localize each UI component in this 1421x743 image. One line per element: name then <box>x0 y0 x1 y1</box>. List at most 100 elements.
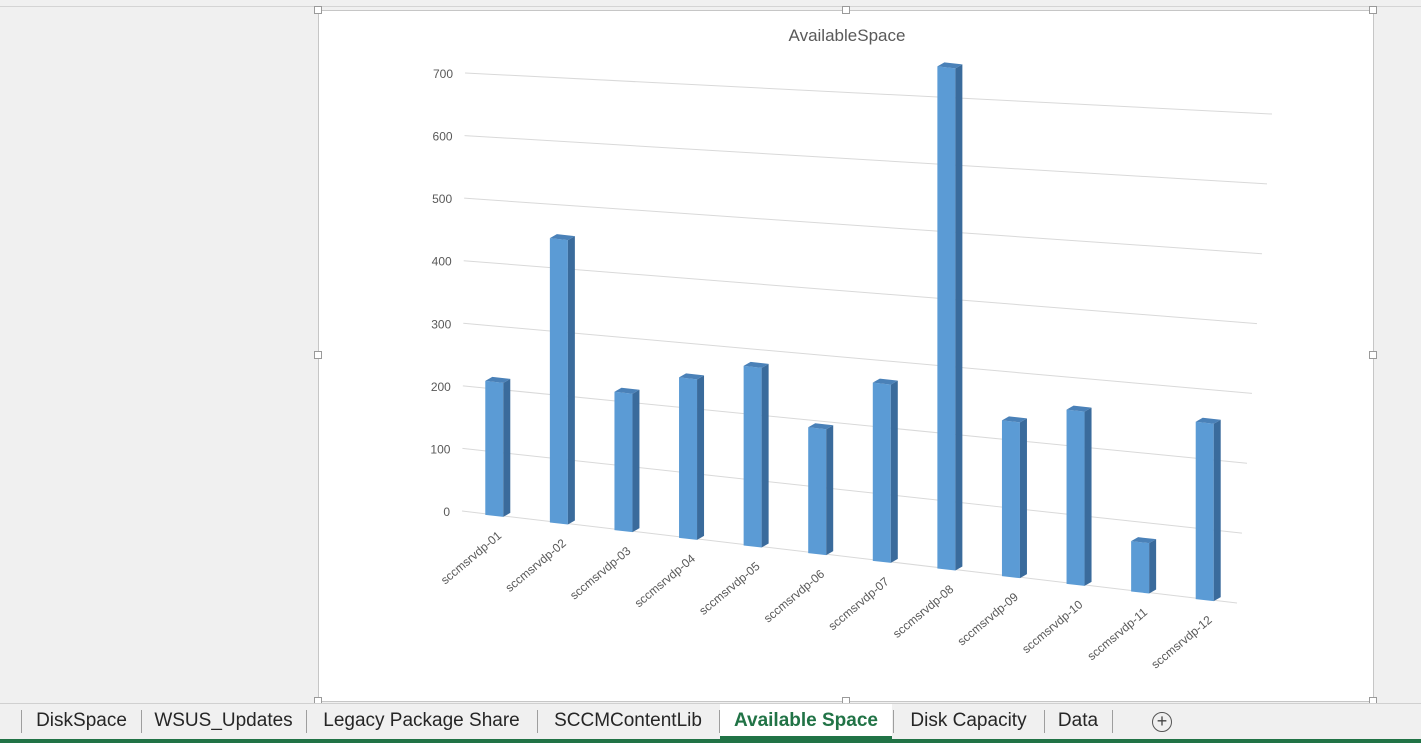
bar-top <box>1131 537 1157 544</box>
bar-side <box>1149 539 1157 594</box>
bar-front <box>743 365 762 548</box>
x-axis-category-label: sccmsrvdp-07 <box>826 574 892 633</box>
bar-front <box>549 238 568 525</box>
y-tick-label: 500 <box>432 192 452 206</box>
y-tick-label: 600 <box>433 130 453 144</box>
resize-handle-top-left[interactable] <box>314 6 322 14</box>
resize-handle-top-center[interactable] <box>842 6 850 14</box>
bar <box>1131 537 1157 594</box>
x-axis-category-label: sccmsrvdp-08 <box>890 582 956 641</box>
bar-top <box>485 376 511 383</box>
sheet-tab-disk-capacity[interactable]: Disk Capacity <box>910 710 1027 731</box>
tab-separator <box>537 710 538 733</box>
gridline <box>462 385 1248 464</box>
bar-top <box>614 387 640 394</box>
bar <box>1001 416 1027 579</box>
status-bar-strip <box>0 739 1421 743</box>
bar-top <box>937 62 963 69</box>
resize-handle-top-right[interactable] <box>1369 6 1377 14</box>
bar-side <box>503 378 511 517</box>
resize-handle-middle-right[interactable] <box>1369 351 1377 359</box>
bar-top <box>808 423 834 430</box>
gridline <box>464 197 1263 255</box>
bar-front <box>937 66 956 571</box>
x-axis-category-label: sccmsrvdp-02 <box>503 536 569 595</box>
gridline <box>462 447 1243 534</box>
bar-side <box>1213 419 1221 602</box>
chart-area[interactable]: AvailableSpace 0 100 200 300 400 500 600 700 sc… <box>314 6 1377 705</box>
bar <box>743 361 769 548</box>
bar-top <box>549 234 575 241</box>
tab-separator <box>306 710 307 733</box>
bar-side <box>890 380 898 563</box>
tab-separator <box>1044 710 1045 733</box>
gridline <box>464 72 1273 115</box>
bar-side <box>826 425 834 556</box>
bar <box>808 423 834 556</box>
bar-front <box>1195 421 1214 602</box>
bar-side <box>955 64 963 571</box>
gridline <box>463 322 1253 394</box>
y-tick-label: 300 <box>431 317 451 331</box>
x-axis-category-label: sccmsrvdp-05 <box>696 559 762 618</box>
x-axis-category-label: sccmsrvdp-10 <box>1019 597 1085 656</box>
y-tick-label: 100 <box>430 442 450 456</box>
sheet-tab-legacy-package-share[interactable]: Legacy Package Share <box>323 710 520 731</box>
x-axis-category-label: sccmsrvdp-12 <box>1148 613 1214 672</box>
x-axis-category-label: sccmsrvdp-03 <box>567 544 633 603</box>
x-axis-category-label: sccmsrvdp-06 <box>761 567 827 626</box>
sheet-tab-sccmcontentlib[interactable]: SCCMContentLib <box>554 710 702 731</box>
tab-separator <box>1112 710 1113 733</box>
y-tick-label: 400 <box>432 255 452 269</box>
chart-svg: AvailableSpace 0 100 200 300 400 500 600 700 sc… <box>430 26 1273 672</box>
resize-handle-middle-left[interactable] <box>314 351 322 359</box>
tab-separator <box>21 710 22 733</box>
gridlines <box>461 72 1273 604</box>
bars <box>485 62 1221 602</box>
bar <box>679 373 705 540</box>
bar-front <box>1001 420 1020 579</box>
x-axis-category-label: sccmsrvdp-01 <box>438 528 504 587</box>
gridline <box>464 135 1268 185</box>
bar-front <box>808 427 827 556</box>
bar <box>614 387 640 533</box>
bar-top <box>1195 417 1221 424</box>
sheet-tab-available-space[interactable]: Available Space <box>720 704 892 739</box>
y-axis-ticks: 0 100 200 300 400 500 600 700 <box>430 67 453 519</box>
sheet-tab-wsus-updates[interactable]: WSUS_Updates <box>154 710 293 731</box>
tab-separator <box>893 710 894 733</box>
sheet-tab-diskspace[interactable]: DiskSpace <box>36 710 127 731</box>
y-tick-label: 200 <box>431 380 451 394</box>
bar-top <box>1001 416 1027 423</box>
bar-top <box>872 378 898 385</box>
add-sheet-button[interactable]: + <box>1152 712 1172 732</box>
chart-title: AvailableSpace <box>789 26 906 45</box>
bar-front <box>614 391 633 533</box>
y-tick-label: 700 <box>433 67 453 81</box>
gridline <box>461 510 1238 604</box>
bar-top <box>1066 405 1092 412</box>
bar <box>872 378 898 563</box>
sheet-tab-bar: DiskSpace WSUS_Updates Legacy Package Shar… <box>0 703 1421 739</box>
bar <box>1195 417 1221 602</box>
gridline <box>463 260 1258 325</box>
x-axis-category-label: sccmsrvdp-04 <box>632 551 698 610</box>
bar-top <box>743 361 769 368</box>
bar-front <box>1066 409 1085 586</box>
bar <box>485 376 511 517</box>
x-axis-category-label: sccmsrvdp-09 <box>955 590 1021 649</box>
tab-separator <box>141 710 142 733</box>
x-axis-category-label: sccmsrvdp-11 <box>1085 605 1151 663</box>
bar-front <box>485 380 504 517</box>
bar-side <box>632 389 640 533</box>
bar-top <box>679 373 705 380</box>
sheet-tab-data[interactable]: Data <box>1057 710 1099 731</box>
tab-separator <box>719 710 720 733</box>
bar-side <box>761 363 769 548</box>
bar <box>1066 405 1092 586</box>
bar <box>937 62 963 571</box>
top-divider <box>0 6 1421 7</box>
bar <box>549 234 575 525</box>
bar-front <box>679 377 698 540</box>
bar-side <box>697 375 705 540</box>
